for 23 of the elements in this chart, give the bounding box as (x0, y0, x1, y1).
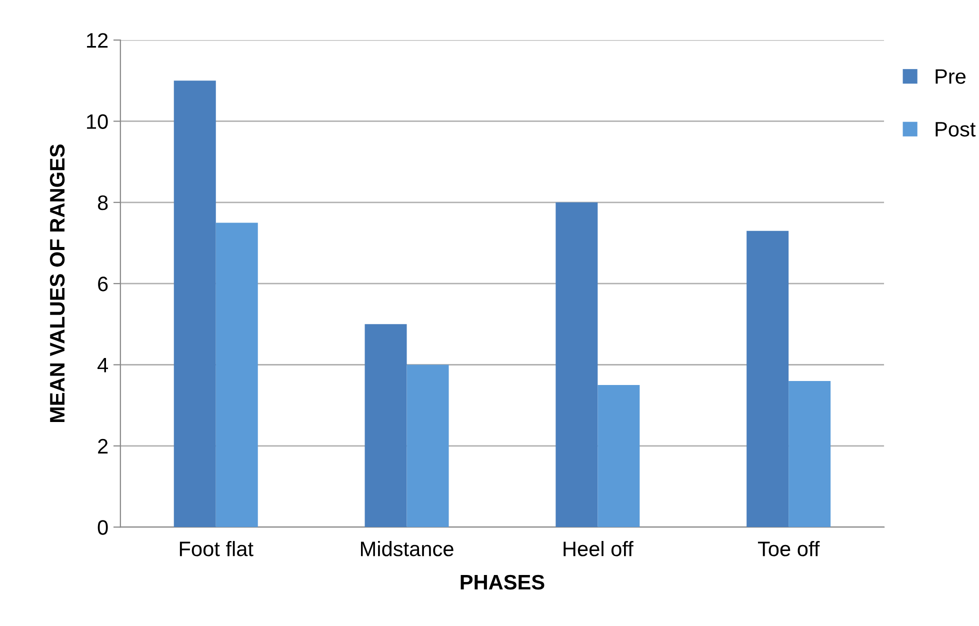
y-tick-label: 10 (87, 114, 108, 129)
y-tick-label: 0 (98, 520, 108, 535)
x-tick-label: Midstance (361, 540, 454, 556)
legend-label: Pre (936, 69, 966, 84)
bar (364, 324, 407, 528)
y-axis-title: MEAN VALUES OF RANGES (50, 144, 65, 422)
bar (406, 364, 449, 528)
x-tick-label: Toe off (758, 541, 820, 556)
y-tick-label: 6 (98, 276, 108, 292)
x-axis-title: PHASES (460, 574, 544, 590)
y-tick-label: 8 (98, 195, 108, 210)
bar (556, 202, 598, 528)
bar (746, 230, 789, 528)
y-tick-label: 4 (98, 358, 108, 372)
bar (788, 380, 831, 528)
bar (598, 385, 640, 528)
legend-label: Post (936, 122, 976, 137)
bar (174, 80, 216, 528)
y-tick-label: 2 (98, 438, 108, 454)
y-tick-label: 12 (87, 33, 108, 48)
bar (216, 222, 258, 528)
x-tick-label: Foot flat (180, 540, 254, 556)
x-tick-label: Heel off (564, 540, 634, 556)
